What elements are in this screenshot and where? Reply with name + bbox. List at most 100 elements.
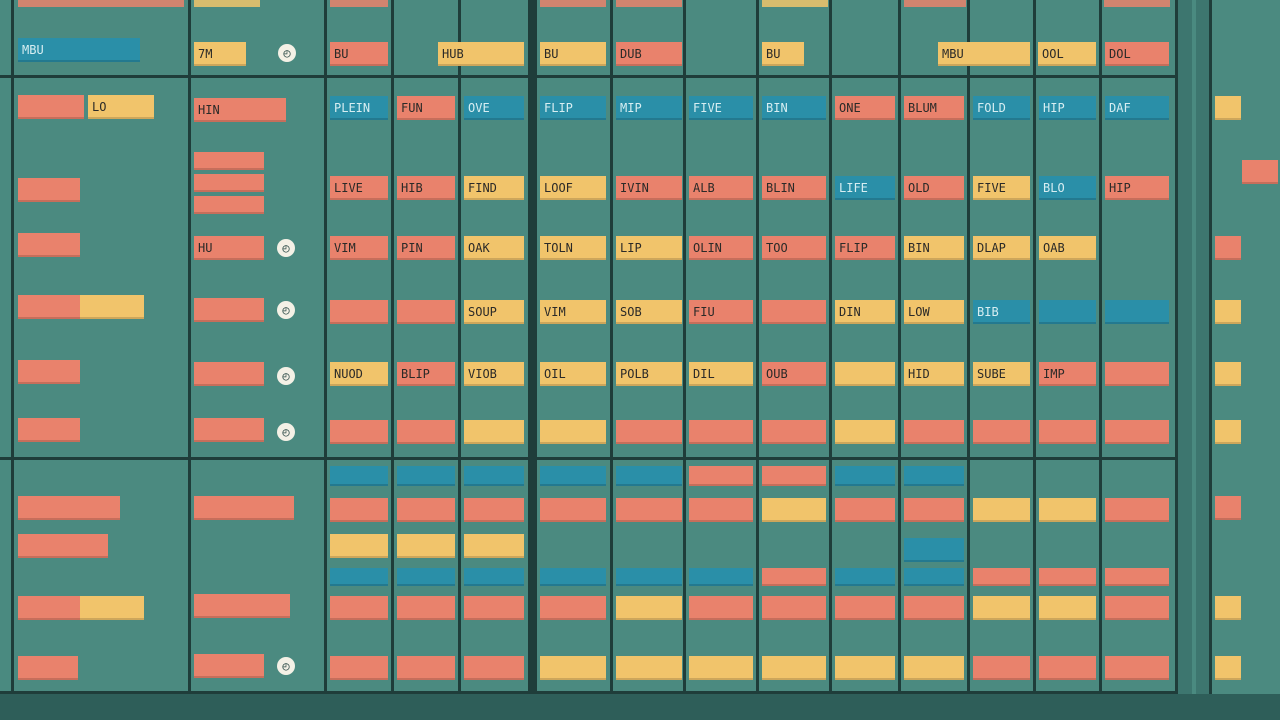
header-tile[interactable]: DOL bbox=[1105, 42, 1169, 66]
panel-tile[interactable] bbox=[18, 418, 80, 442]
cell-tile[interactable]: VIM bbox=[540, 300, 606, 324]
cell-tile[interactable] bbox=[330, 300, 388, 324]
cell-tile[interactable]: FOLD bbox=[973, 96, 1030, 120]
cell-tile[interactable]: FLIP bbox=[540, 96, 606, 120]
panel-tile[interactable] bbox=[194, 654, 264, 678]
header-tile[interactable]: MBU bbox=[18, 38, 140, 62]
cell-tile[interactable] bbox=[616, 498, 682, 522]
cell-tile[interactable] bbox=[973, 420, 1030, 444]
cell-tile[interactable]: BIB bbox=[973, 300, 1030, 324]
cell-tile[interactable] bbox=[689, 568, 753, 586]
cell-tile[interactable] bbox=[540, 596, 606, 620]
panel-tile[interactable] bbox=[194, 298, 264, 322]
cell-tile[interactable] bbox=[1105, 498, 1169, 522]
cell-tile[interactable] bbox=[330, 466, 388, 486]
cell-tile[interactable]: LIP bbox=[616, 236, 682, 260]
cell-tile[interactable] bbox=[762, 596, 826, 620]
cell-tile[interactable] bbox=[904, 538, 964, 562]
cell-tile[interactable] bbox=[689, 420, 753, 444]
cell-tile[interactable] bbox=[904, 656, 964, 680]
side-tile[interactable] bbox=[1215, 300, 1241, 324]
cell-tile[interactable]: FIND bbox=[464, 176, 524, 200]
cell-tile[interactable] bbox=[1105, 362, 1169, 386]
panel-tile[interactable] bbox=[18, 295, 80, 319]
cell-tile[interactable] bbox=[464, 596, 524, 620]
panel-tile[interactable] bbox=[194, 496, 294, 520]
cell-tile[interactable] bbox=[616, 466, 682, 486]
cell-tile[interactable]: DAF bbox=[1105, 96, 1169, 120]
cell-tile[interactable]: ONE bbox=[835, 96, 895, 120]
panel-tile[interactable] bbox=[18, 95, 84, 119]
header-tile[interactable]: 7M bbox=[194, 42, 246, 66]
cell-tile[interactable] bbox=[1039, 498, 1096, 522]
panel-tile[interactable] bbox=[194, 362, 264, 386]
cell-tile[interactable]: TOLN bbox=[540, 236, 606, 260]
cell-tile[interactable]: OLD bbox=[904, 176, 964, 200]
cell-tile[interactable]: SOUP bbox=[464, 300, 524, 324]
cell-tile[interactable] bbox=[540, 466, 606, 486]
panel-tile[interactable] bbox=[194, 594, 290, 618]
header-tile[interactable]: BU bbox=[330, 42, 388, 66]
cell-tile[interactable]: FLIP bbox=[835, 236, 895, 260]
cell-tile[interactable]: VIM bbox=[330, 236, 388, 260]
cell-tile[interactable]: BIN bbox=[762, 96, 826, 120]
cell-tile[interactable]: LIFE bbox=[835, 176, 895, 200]
cell-tile[interactable]: IVIN bbox=[616, 176, 682, 200]
cell-tile[interactable]: HIP bbox=[1105, 176, 1169, 200]
cell-tile[interactable] bbox=[397, 498, 455, 522]
cell-tile[interactable] bbox=[540, 656, 606, 680]
cell-tile[interactable] bbox=[397, 596, 455, 620]
cell-tile[interactable]: OIL bbox=[540, 362, 606, 386]
cell-tile[interactable]: HID bbox=[904, 362, 964, 386]
cell-tile[interactable] bbox=[1039, 420, 1096, 444]
cell-tile[interactable] bbox=[1039, 656, 1096, 680]
cell-tile[interactable] bbox=[904, 568, 964, 586]
cell-tile[interactable] bbox=[1039, 300, 1096, 324]
side-tile[interactable] bbox=[1215, 656, 1241, 680]
cell-tile[interactable] bbox=[397, 568, 455, 586]
dial-icon[interactable]: ◴ bbox=[278, 44, 296, 62]
cell-tile[interactable] bbox=[835, 656, 895, 680]
cell-tile[interactable]: FUN bbox=[397, 96, 455, 120]
cell-tile[interactable]: LOW bbox=[904, 300, 964, 324]
cell-tile[interactable] bbox=[689, 656, 753, 680]
cell-tile[interactable] bbox=[835, 596, 895, 620]
cell-tile[interactable] bbox=[616, 568, 682, 586]
cell-tile[interactable] bbox=[835, 466, 895, 486]
panel-tile[interactable] bbox=[80, 596, 144, 620]
cell-tile[interactable] bbox=[689, 466, 753, 486]
panel-tile[interactable] bbox=[18, 178, 80, 202]
cell-tile[interactable]: VIOB bbox=[464, 362, 524, 386]
cell-tile[interactable]: LIVE bbox=[330, 176, 388, 200]
panel-tile[interactable]: LO bbox=[88, 95, 154, 119]
cell-tile[interactable] bbox=[835, 498, 895, 522]
cell-tile[interactable] bbox=[397, 466, 455, 486]
cell-tile[interactable] bbox=[1039, 568, 1096, 586]
panel-tile[interactable]: HU bbox=[194, 236, 264, 260]
cell-tile[interactable] bbox=[540, 568, 606, 586]
cell-tile[interactable] bbox=[689, 596, 753, 620]
cell-tile[interactable] bbox=[397, 300, 455, 324]
side-tile[interactable] bbox=[1242, 160, 1278, 184]
panel-tile[interactable] bbox=[18, 596, 80, 620]
cell-tile[interactable] bbox=[762, 498, 826, 522]
cell-tile[interactable]: FIVE bbox=[973, 176, 1030, 200]
cell-tile[interactable] bbox=[330, 498, 388, 522]
cell-tile[interactable]: DIN bbox=[835, 300, 895, 324]
cell-tile[interactable] bbox=[397, 534, 455, 558]
cell-tile[interactable] bbox=[904, 596, 964, 620]
cell-tile[interactable]: BIN bbox=[904, 236, 964, 260]
cell-tile[interactable] bbox=[1105, 656, 1169, 680]
cell-tile[interactable] bbox=[397, 420, 455, 444]
cell-tile[interactable] bbox=[904, 466, 964, 486]
cell-tile[interactable] bbox=[330, 420, 388, 444]
cell-tile[interactable] bbox=[330, 534, 388, 558]
cell-tile[interactable] bbox=[464, 568, 524, 586]
cell-tile[interactable]: BLUM bbox=[904, 96, 964, 120]
panel-tile[interactable] bbox=[18, 233, 80, 257]
header-tile[interactable]: OOL bbox=[1038, 42, 1096, 66]
cell-tile[interactable] bbox=[616, 656, 682, 680]
cell-tile[interactable] bbox=[762, 420, 826, 444]
cell-tile[interactable] bbox=[464, 498, 524, 522]
cell-tile[interactable]: NUOD bbox=[330, 362, 388, 386]
